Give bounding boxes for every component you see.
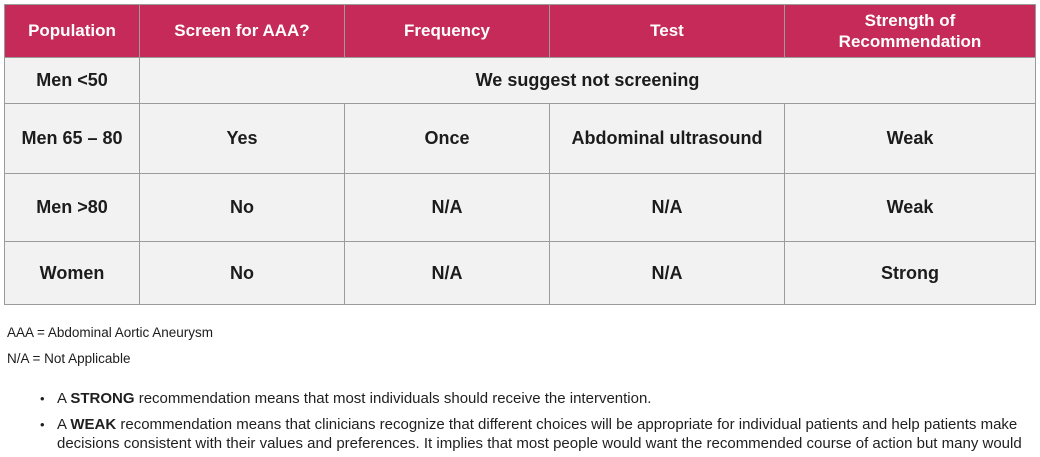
bullet-text: recommendation means that clinicians rec…	[57, 416, 1022, 457]
cell-strength: Strong	[784, 241, 1036, 305]
bullet-icon: •	[40, 417, 45, 433]
table-row: Men 65 – 80 Yes Once Abdominal ultrasoun…	[4, 103, 1036, 174]
bullet-prefix: A	[57, 390, 71, 407]
cell-merged-message: We suggest not screening	[139, 57, 1036, 104]
header-test: Test	[549, 4, 785, 58]
cell-screen-decision: No	[139, 173, 345, 242]
header-screen-for-aaa: Screen for AAA?	[139, 4, 345, 58]
list-item: • A STRONG recommendation means that most…	[40, 389, 1025, 408]
bullet-icon: •	[40, 391, 45, 406]
cell-population: Men <50	[4, 57, 140, 104]
cell-frequency: Once	[344, 103, 550, 174]
list-item: • A WEAK recommendation means that clinic…	[40, 415, 1025, 457]
header-frequency: Frequency	[344, 4, 550, 58]
table-header-row: Population Screen for AAA? Frequency Tes…	[4, 4, 1036, 58]
header-strength-of-recommendation: Strength of Recommendation	[784, 4, 1036, 58]
cell-screen-decision: No	[139, 241, 345, 305]
table-row: Women No N/A N/A Strong	[4, 241, 1036, 305]
header-population: Population	[4, 4, 140, 58]
aaa-screening-table: Population Screen for AAA? Frequency Tes…	[4, 4, 1036, 305]
cell-population: Men >80	[4, 173, 140, 242]
table-row: Men <50 We suggest not screening	[4, 57, 1036, 104]
bullet-bold-term: STRONG	[70, 390, 135, 407]
cell-strength: Weak	[784, 103, 1036, 174]
bullet-text: recommendation means that most individua…	[134, 390, 652, 407]
cell-test: N/A	[549, 241, 785, 305]
footnote-aaa: AAA = Abdominal Aortic Aneurysm	[7, 325, 213, 340]
cell-screen-decision: Yes	[139, 103, 345, 174]
abbreviation-footnotes: AAA = Abdominal Aortic Aneurysm N/A = No…	[7, 320, 1040, 372]
recommendation-notes: • A STRONG recommendation means that most…	[40, 389, 1025, 457]
cell-population: Men 65 – 80	[4, 103, 140, 174]
bullet-bold-term: WEAK	[70, 416, 117, 434]
cell-strength: Weak	[784, 173, 1036, 242]
cell-test: N/A	[549, 173, 785, 242]
cell-frequency: N/A	[344, 241, 550, 305]
bullet-prefix: A	[57, 416, 71, 434]
cell-test: Abdominal ultrasound	[549, 103, 785, 174]
table-row: Men >80 No N/A N/A Weak	[4, 173, 1036, 242]
footnote-na: N/A = Not Applicable	[7, 351, 131, 366]
cell-population: Women	[4, 241, 140, 305]
cell-frequency: N/A	[344, 173, 550, 242]
